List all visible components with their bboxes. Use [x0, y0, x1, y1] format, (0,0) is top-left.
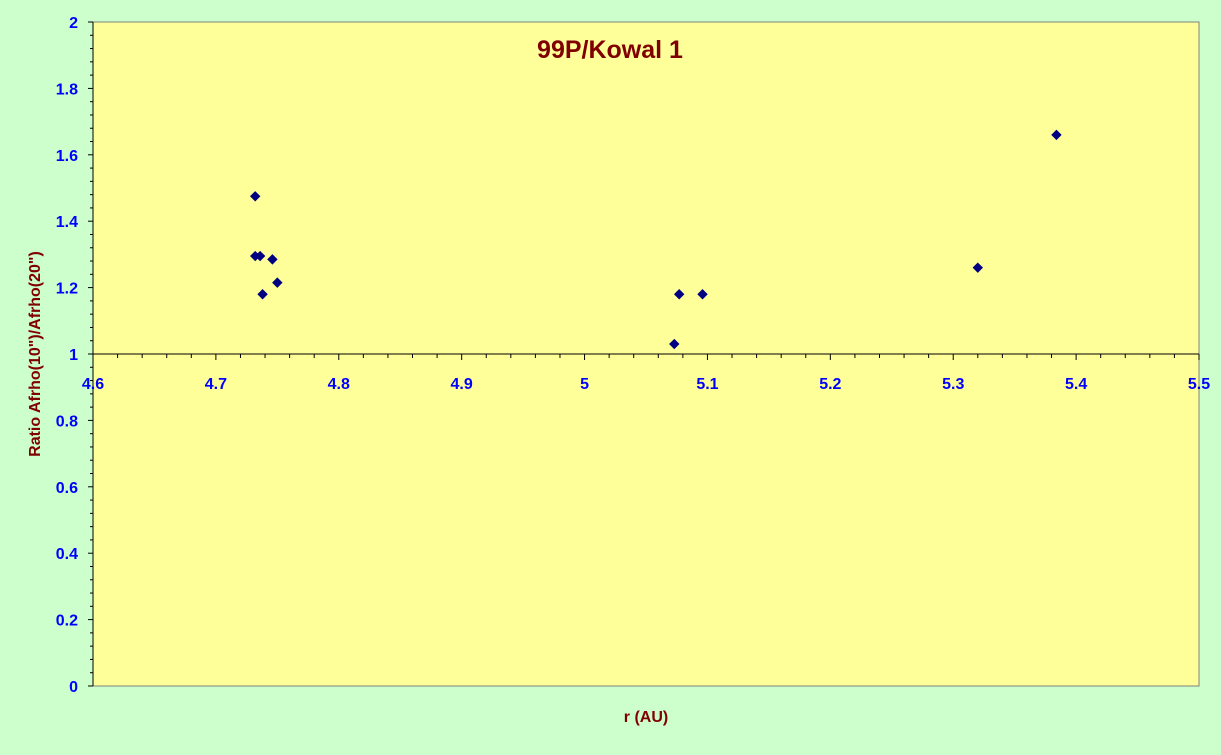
x-tick-label: 4.8	[328, 376, 350, 393]
y-tick-label: 2	[69, 15, 78, 32]
x-axis-title: r (AU)	[624, 709, 668, 726]
x-tick-label: 4.6	[82, 376, 104, 393]
y-tick-label: 1.8	[56, 81, 78, 98]
y-tick-label: 1.2	[56, 281, 78, 298]
data-point	[267, 254, 278, 265]
chart-title: 99P/Kowal 1	[537, 36, 683, 64]
x-tick-label: 5	[580, 376, 589, 393]
x-tick-label: 5.2	[819, 376, 841, 393]
data-point	[673, 289, 685, 300]
y-axis-title: Ratio Afrho(10")/Afrho(20")	[27, 251, 44, 457]
y-tick-label: 1.4	[56, 214, 78, 231]
x-tick-label: 4.7	[205, 376, 227, 393]
y-tick-label: 1	[69, 347, 78, 364]
data-point	[250, 191, 261, 202]
data-point	[669, 338, 680, 350]
y-tick-label: 0.6	[56, 480, 78, 497]
data-point	[972, 262, 984, 273]
data-point	[697, 289, 708, 300]
y-tick-label: 0.2	[56, 613, 78, 630]
x-tick-label: 4.9	[451, 376, 473, 393]
x-tick-label: 5.4	[1065, 376, 1087, 393]
data-point	[1051, 129, 1062, 141]
y-tick-label: 1.6	[56, 148, 78, 165]
x-tick-label: 5.1	[696, 376, 718, 393]
x-tick-label: 5.5	[1188, 376, 1210, 393]
y-tick-label: 0.4	[56, 546, 78, 563]
tick-labels: 0 0.2 0.4 0.6 0.8 1 1.2 1.4 1.6 1.8 2 4.6 4.7 4.8 4.9 5…	[56, 15, 1210, 696]
y-tick-label: 0.8	[56, 413, 78, 430]
x-tick-label: 5.3	[942, 376, 964, 393]
y-tick-label: 0	[69, 679, 78, 696]
data-points	[250, 129, 1062, 350]
data-point	[272, 277, 283, 288]
data-point	[254, 250, 266, 262]
data-point	[257, 289, 268, 300]
axes	[92, 22, 1199, 686]
